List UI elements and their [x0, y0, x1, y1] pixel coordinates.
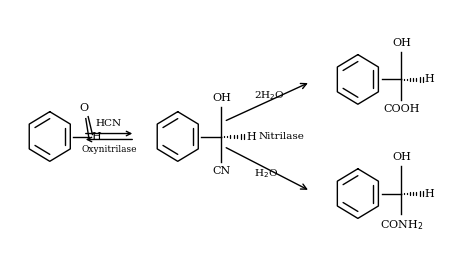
Text: OH: OH	[392, 152, 411, 162]
Text: OH: OH	[392, 38, 411, 48]
Text: O: O	[79, 103, 89, 113]
Text: COOH: COOH	[383, 104, 420, 114]
Text: Oxynitrilase: Oxynitrilase	[81, 145, 137, 154]
Text: H: H	[91, 132, 101, 141]
Text: OH: OH	[212, 93, 231, 103]
Text: H$_2$O: H$_2$O	[254, 167, 278, 180]
Text: H: H	[425, 75, 435, 84]
Text: CN: CN	[212, 166, 230, 176]
Text: CONH$_2$: CONH$_2$	[380, 218, 423, 232]
Text: HCN: HCN	[96, 119, 122, 128]
Text: 2H$_2$O: 2H$_2$O	[254, 89, 284, 102]
Text: Nitrilase: Nitrilase	[258, 132, 304, 141]
Text: H: H	[425, 189, 435, 198]
Text: H: H	[246, 132, 256, 141]
